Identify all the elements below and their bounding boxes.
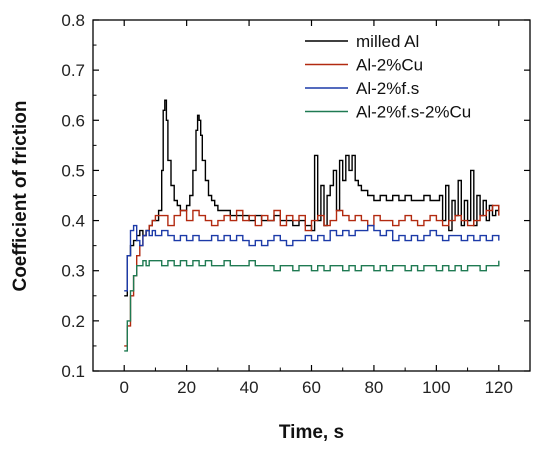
- legend-label: Al-2%f.s: [356, 79, 419, 98]
- legend-item: Al-2%f.s: [305, 79, 419, 98]
- y-tick-label: 0.1: [61, 362, 85, 381]
- series-line-al-2-f-s: [124, 224, 500, 292]
- series-line-al-2-cu: [124, 204, 500, 347]
- legend-label: milled Al: [356, 32, 419, 51]
- y-tick-label: 0.2: [61, 312, 85, 331]
- x-tick-label: 60: [302, 378, 321, 397]
- x-tick-label: 40: [240, 378, 259, 397]
- legend: milled Al Al-2%Cu Al-2%f.s Al-2%f.s-2%Cu: [305, 32, 471, 122]
- legend-item: milled Al: [305, 32, 419, 51]
- legend-label: Al-2%f.s-2%Cu: [356, 103, 471, 122]
- x-tick-label: 80: [364, 378, 383, 397]
- y-tick-label: 0.4: [61, 212, 85, 231]
- y-tick-label: 0.8: [61, 11, 85, 30]
- x-tick-label: 0: [119, 378, 128, 397]
- y-axis-title: Coefficient of friction: [10, 100, 31, 291]
- y-tick-label: 0.7: [61, 61, 85, 80]
- y-tick-label: 0.5: [61, 161, 85, 180]
- y-tick-label: 0.3: [61, 262, 85, 281]
- x-axis-title: Time, s: [279, 422, 344, 443]
- y-tick-label: 0.6: [61, 111, 85, 130]
- x-tick-label: 100: [422, 378, 450, 397]
- axis-ticks: 0 20 40 60 80 100 120 0.1 0.2 0.3 0.4 0.5 0.6 0.7 0.8: [61, 11, 530, 397]
- legend-item: Al-2%Cu: [305, 56, 423, 75]
- series-line-milled-al: [124, 99, 500, 297]
- series-line-al-2-f-s-2-cu: [124, 260, 500, 352]
- legend-label: Al-2%Cu: [356, 56, 423, 75]
- x-tick-label: 120: [485, 378, 513, 397]
- plot-lines: [124, 99, 500, 352]
- x-tick-label: 20: [177, 378, 196, 397]
- legend-item: Al-2%f.s-2%Cu: [305, 103, 471, 122]
